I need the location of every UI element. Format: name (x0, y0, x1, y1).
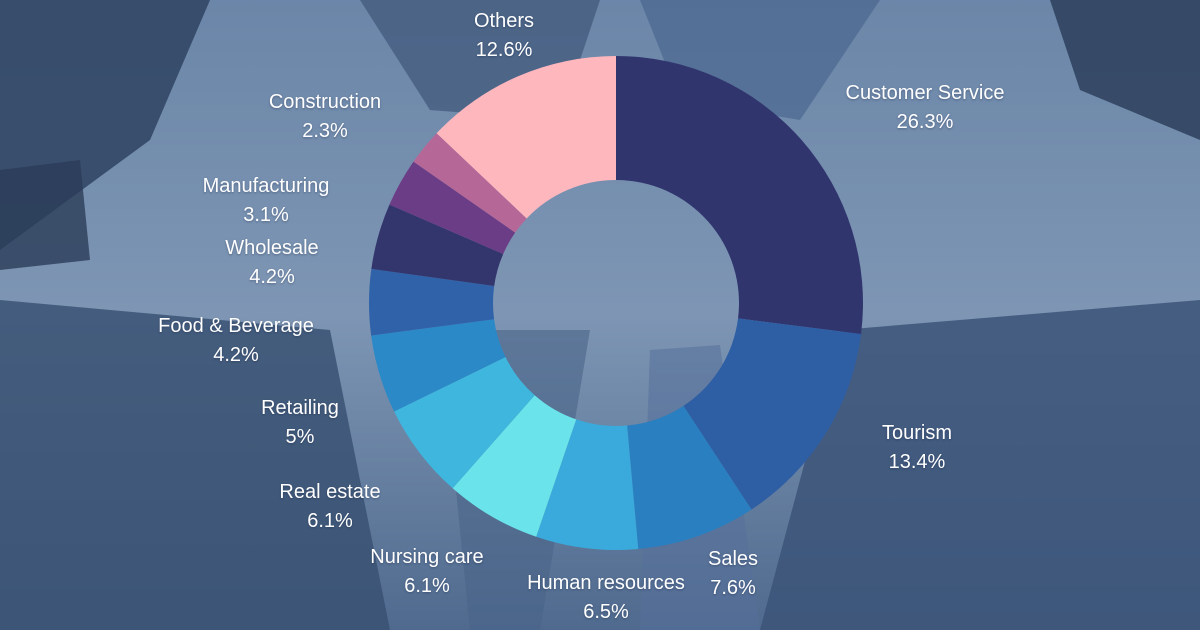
slice-others (436, 56, 616, 219)
slice-label-customer-service: Customer Service 26.3% (846, 79, 1005, 137)
slice-name: Wholesale (225, 237, 319, 259)
slice-name: Retailing (261, 397, 339, 419)
slice-name: Construction (268, 91, 382, 113)
slice-percent: 7.6% (710, 577, 756, 599)
slice-label-human-resources: Human resources 6.5% (527, 569, 685, 627)
slice-label-wholesale: Wholesale 4.2% (225, 234, 318, 292)
slice-real-estate (394, 357, 535, 489)
slice-percent: 6.1% (404, 575, 450, 597)
slice-nursing-care (452, 395, 577, 537)
slice-manufacturing (389, 161, 516, 255)
slice-label-sales: Sales 7.6% (708, 545, 758, 603)
slice-name: Nursing care (370, 546, 484, 568)
slice-name: Tourism (881, 422, 953, 444)
slice-percent: 6.5% (583, 601, 629, 623)
slice-name: Human resources (527, 572, 685, 594)
slice-retailing (371, 319, 506, 412)
slice-percent: 4.2% (213, 344, 259, 366)
slice-name: Food & Beverage (158, 315, 314, 337)
slice-label-real-estate: Real estate 6.1% (279, 478, 380, 536)
slice-label-food-and-beverage: Food & Beverage 4.2% (158, 312, 314, 370)
slice-label-construction: Construction 2.3% (269, 88, 381, 146)
slice-name: Sales (707, 548, 759, 570)
slice-name: Others (473, 10, 535, 32)
slice-label-manufacturing: Manufacturing 3.1% (203, 172, 330, 230)
slice-sales (627, 405, 752, 549)
slice-percent: 12.6% (475, 39, 533, 61)
slice-name: Real estate (279, 481, 381, 503)
slice-name: Manufacturing (202, 175, 330, 197)
slice-customer-service (616, 56, 863, 334)
slice-tourism (683, 318, 862, 510)
slice-percent: 13.4% (888, 451, 946, 473)
slice-label-tourism: Tourism 13.4% (882, 419, 952, 477)
slice-percent: 5% (285, 426, 315, 448)
slice-construction (413, 133, 527, 233)
slice-percent: 2.3% (302, 120, 348, 142)
slice-label-nursing-care: Nursing care 6.1% (370, 543, 483, 601)
slice-food-and-beverage (368, 268, 495, 336)
slice-name: Customer Service (845, 82, 1005, 104)
slice-percent: 26.3% (896, 111, 954, 133)
slice-percent: 3.1% (243, 204, 289, 226)
slice-percent: 6.1% (307, 510, 353, 532)
slice-wholesale (371, 204, 504, 286)
slice-label-retailing: Retailing 5% (261, 394, 339, 452)
slice-label-others: Others 12.6% (474, 7, 534, 65)
slice-percent: 4.2% (249, 266, 295, 288)
slice-human-resources (536, 419, 639, 550)
